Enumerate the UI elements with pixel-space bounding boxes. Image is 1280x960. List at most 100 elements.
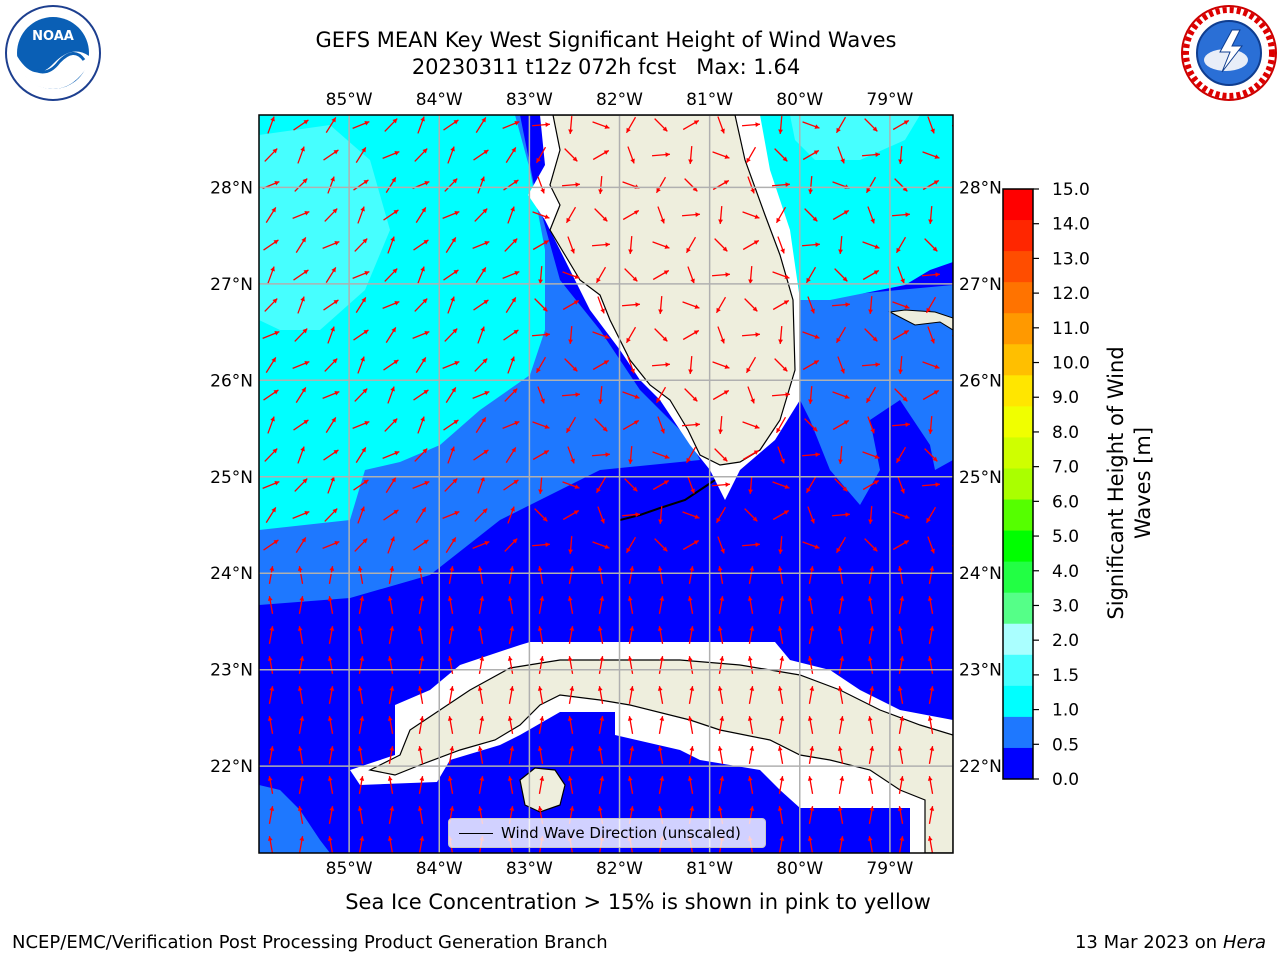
wave-arrow [383, 359, 399, 371]
wave-arrow [388, 746, 395, 764]
wave-arrow [717, 116, 725, 134]
wave-arrow [838, 235, 843, 255]
wave-arrow [658, 596, 665, 614]
wave-arrow [687, 476, 695, 494]
colorbar-segment [1003, 592, 1033, 625]
lon-label-bottom: 79°W [866, 859, 913, 879]
wave-arrow [324, 358, 338, 372]
colorbar-tick-label: 5.0 [1052, 527, 1079, 547]
axis-ticks: 85°W 85°W 84°W 84°W 83°W 83°W 82°W 82°W 81°W 81°W… [210, 90, 1002, 879]
wave-arrow [265, 507, 277, 523]
colorbar-segment [1003, 251, 1033, 283]
forecast-date: 20230311 t12z 072h fcst [411, 55, 677, 79]
chart-title: GEFS MEAN Key West Significant Height of… [315, 28, 897, 52]
wave-arrow [955, 299, 968, 312]
wave-arrow [958, 686, 963, 704]
wave-arrow [778, 836, 785, 853]
wave-arrow [627, 596, 634, 614]
wave-arrow [475, 117, 487, 133]
wave-arrow [322, 541, 340, 549]
colorbar-segment [1003, 685, 1033, 718]
lat-label-right: 24°N [959, 564, 1002, 584]
wave-arrow [565, 206, 577, 224]
nws-logo [1180, 4, 1278, 102]
colorbar-tick-label: 13.0 [1052, 249, 1090, 269]
isle-of-youth [519, 767, 566, 813]
wave-arrow [625, 536, 637, 554]
wave-arrow [834, 268, 848, 282]
wave-arrow [267, 656, 274, 674]
wave-arrow [357, 506, 365, 524]
wave-arrow [264, 448, 278, 462]
wave-arrow [267, 116, 275, 134]
lat-label-left: 25°N [210, 468, 253, 488]
wave-arrow [897, 266, 905, 284]
wave-arrow [413, 389, 429, 401]
wave-arrow [624, 478, 638, 492]
wave-arrow [418, 656, 425, 674]
wave-arrow [868, 806, 875, 824]
wave-arrow [597, 296, 605, 314]
wave-arrow [597, 566, 604, 584]
wave-arrow [442, 511, 460, 519]
wave-arrow [538, 656, 545, 674]
wave-arrow [417, 566, 424, 584]
colorbar-tick-label: 15.0 [1052, 180, 1090, 200]
wave-arrow [861, 152, 881, 157]
lon-label-top: 84°W [416, 90, 463, 110]
wave-arrow [891, 212, 911, 217]
wave-arrow [474, 508, 488, 522]
wave-arrow [535, 146, 547, 164]
wave-arrow [777, 626, 784, 644]
wave-arrow [292, 211, 310, 219]
wave-arrow [354, 238, 368, 252]
wave-arrow [478, 596, 485, 614]
wave-arrow [802, 149, 820, 161]
wave-arrow [592, 331, 610, 339]
wave-arrow [532, 239, 550, 251]
wave-arrow [562, 299, 580, 311]
footer-credit: NCEP/EMC/Verification Post Processing Pr… [12, 932, 608, 953]
wave-arrow [922, 389, 940, 401]
wave-arrow [264, 298, 278, 312]
wave-arrow [777, 446, 785, 464]
wave-arrow [748, 686, 755, 704]
wave-arrow [447, 146, 455, 164]
wave-arrow [412, 331, 430, 339]
wave-arrow [717, 326, 725, 344]
wave-arrow [802, 359, 820, 371]
wave-arrow [297, 686, 304, 704]
wave-arrow [447, 296, 455, 314]
wave-arrow [897, 806, 904, 824]
colorbar-segment [1003, 437, 1033, 469]
footer-date: 13 Mar 2023 on Hera [1074, 932, 1266, 953]
wave-arrow [715, 506, 727, 524]
wave-arrow [263, 539, 279, 551]
wave-arrow [748, 746, 755, 764]
wave-arrow [387, 236, 395, 254]
wave-arrow [598, 385, 603, 405]
wave-arrow [352, 271, 370, 279]
lon-label-bottom: 84°W [416, 859, 463, 879]
wave-arrow [382, 451, 400, 459]
wave-arrow [892, 119, 910, 131]
wave-arrow [771, 182, 791, 187]
wave-arrow [681, 212, 701, 217]
wave-arrow [772, 271, 790, 279]
wave-arrow [682, 329, 700, 341]
wave-arrow [478, 776, 485, 794]
wave-arrow [658, 656, 665, 674]
wave-arrow [594, 418, 608, 432]
wave-arrow [835, 536, 847, 554]
wave-arrow [868, 626, 875, 644]
wave-arrow [837, 626, 844, 644]
legend-line [459, 832, 493, 834]
cuba-land [368, 659, 953, 853]
wave-arrow [502, 271, 520, 279]
wave-arrow [508, 686, 515, 704]
wave-arrow [324, 508, 338, 522]
colorbar-segment [1003, 375, 1033, 407]
wave-arrow [657, 566, 664, 584]
wave-arrow [504, 388, 518, 402]
wave-arrow [474, 358, 488, 372]
